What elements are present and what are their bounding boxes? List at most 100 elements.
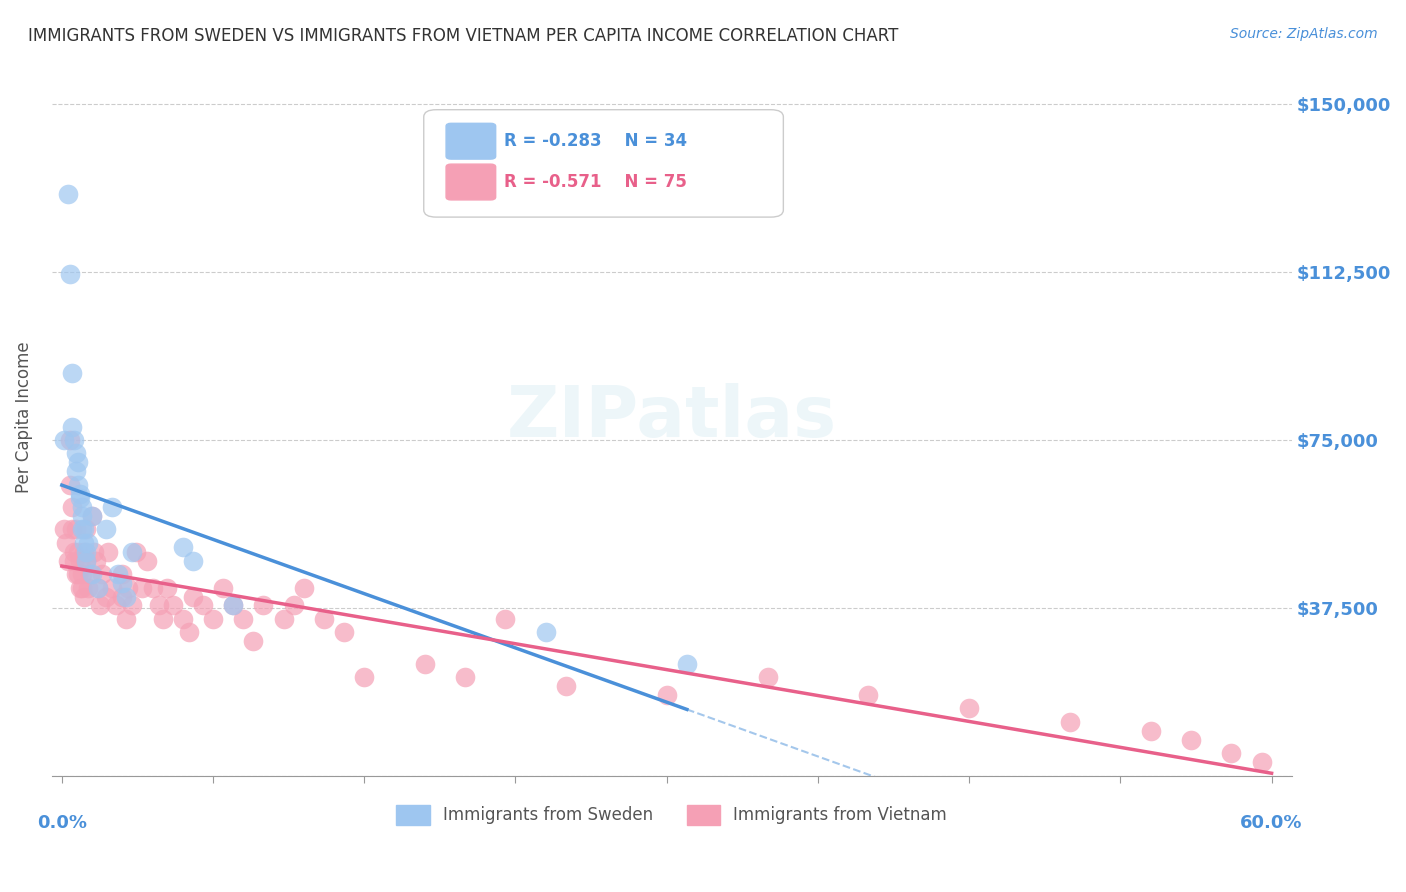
Point [52,433,75,447]
Point [156,581,179,595]
Point [66,455,89,469]
Point [96,523,118,537]
Point [91,567,114,582]
Point [80,508,103,523]
Point [77,581,100,595]
Point [87,581,110,595]
Point [105,599,128,613]
Point [65,523,87,537]
Point [413,657,436,671]
Point [70,508,93,523]
Text: ZIPatlas: ZIPatlas [506,383,837,452]
Text: R = -0.283    N = 34: R = -0.283 N = 34 [505,132,688,150]
Point [292,581,315,595]
Point [117,581,139,595]
Text: 0.0%: 0.0% [37,814,87,832]
Point [73,545,96,559]
Point [232,612,254,626]
Point [191,599,214,613]
Point [56,186,79,201]
Point [454,670,477,684]
Point [75,554,97,568]
Point [111,590,134,604]
Point [101,500,124,514]
Point [80,508,103,523]
Text: R = -0.571    N = 75: R = -0.571 N = 75 [505,173,688,191]
Point [756,670,779,684]
Point [273,612,295,626]
Point [283,599,305,613]
Point [75,545,97,559]
Point [534,625,557,640]
Point [83,545,105,559]
Point [107,567,129,582]
Point [957,701,980,715]
Point [148,599,170,613]
Point [75,554,97,568]
Point [65,464,87,478]
Point [655,688,678,702]
Point [162,599,184,613]
Point [212,581,235,595]
Point [63,433,86,447]
Point [69,486,91,500]
Point [70,523,93,537]
Text: Source: ZipAtlas.com: Source: ZipAtlas.com [1230,27,1378,41]
Point [101,581,124,595]
Point [66,567,89,582]
Point [60,419,83,434]
Point [66,545,89,559]
Point [84,554,107,568]
Point [111,576,134,591]
Point [60,500,83,514]
Point [1059,714,1081,729]
Point [202,612,225,626]
Point [52,523,75,537]
Point [353,670,375,684]
Point [73,523,96,537]
Point [177,625,200,640]
Point [96,590,118,604]
Point [152,612,174,626]
Point [77,536,100,550]
FancyBboxPatch shape [446,164,496,200]
Text: 60.0%: 60.0% [1240,814,1303,832]
Point [65,567,87,582]
Point [1220,746,1243,760]
Point [80,567,103,582]
Point [172,612,194,626]
Point [89,599,111,613]
Legend: Immigrants from Sweden, Immigrants from Vietnam: Immigrants from Sweden, Immigrants from … [389,798,953,831]
Point [121,599,143,613]
Point [73,590,96,604]
Point [858,688,880,702]
Point [59,477,82,491]
Point [69,581,91,595]
Point [242,634,264,648]
Point [121,545,143,559]
Point [60,523,83,537]
Point [252,599,274,613]
Point [59,268,82,282]
Point [131,581,153,595]
Point [75,523,97,537]
Point [73,536,96,550]
Point [55,536,77,550]
Point [56,554,79,568]
Point [66,477,89,491]
Point [1250,755,1272,769]
FancyBboxPatch shape [423,110,783,217]
Point [70,567,93,582]
Point [494,612,516,626]
Point [111,567,134,582]
FancyBboxPatch shape [446,123,496,159]
Y-axis label: Per Capita Income: Per Capita Income [15,342,32,493]
Point [60,366,83,380]
Point [69,491,91,505]
Point [135,554,157,568]
Point [97,545,120,559]
Point [79,567,101,582]
Point [333,625,356,640]
Point [181,590,204,604]
Point [181,554,204,568]
